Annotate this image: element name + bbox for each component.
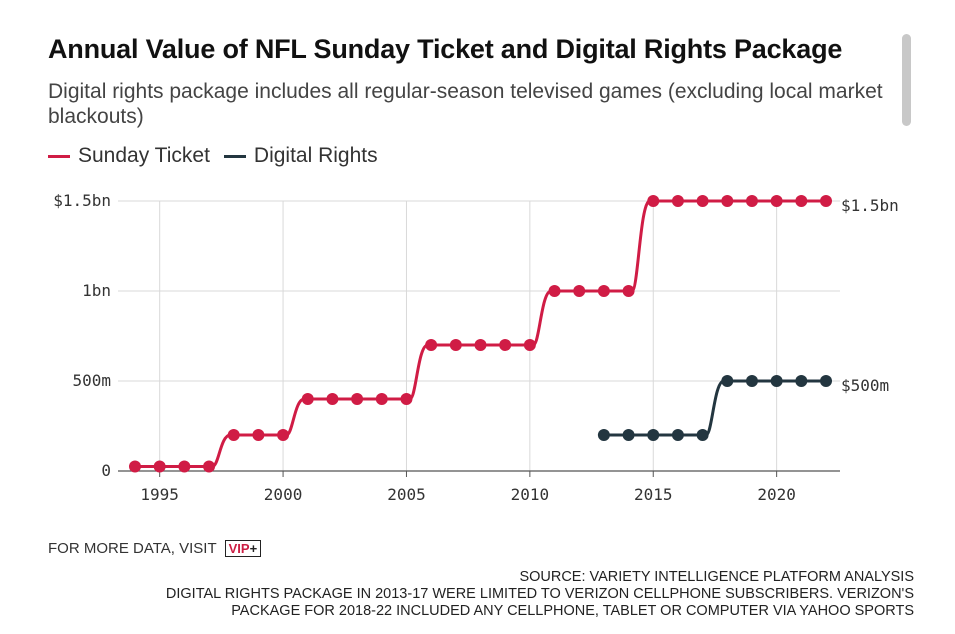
source-note: SOURCE: VARIETY INTELLIGENCE PLATFORM AN… (166, 569, 914, 620)
data-point-digital-rights (795, 375, 808, 387)
data-point-sunday-ticket (400, 393, 413, 405)
data-point-sunday-ticket (178, 460, 191, 473)
data-point-sunday-ticket (597, 285, 610, 297)
data-point-digital-rights (622, 429, 635, 441)
data-point-sunday-ticket (277, 429, 290, 441)
data-point-sunday-ticket (252, 429, 265, 441)
series-line-sunday-ticket (135, 199, 826, 468)
data-point-digital-rights (671, 429, 684, 441)
end-label-digital-rights: $500m (841, 376, 889, 395)
more-data-note: FOR MORE DATA, VISIT VIP+ (48, 540, 262, 557)
data-point-digital-rights (647, 429, 660, 441)
legend-label-digital-rights: Digital Rights (253, 144, 378, 167)
data-point-sunday-ticket (721, 195, 734, 207)
data-point-sunday-ticket (227, 429, 240, 441)
legend-item-sunday-ticket: Sunday Ticket (48, 144, 210, 168)
data-point-digital-rights (770, 375, 783, 387)
y-tick-label: 500m (72, 371, 111, 390)
data-point-sunday-ticket (326, 393, 339, 405)
data-point-sunday-ticket (129, 460, 141, 473)
data-point-sunday-ticket (301, 393, 314, 405)
source-line: DIGITAL RIGHTS PACKAGE IN 2013-17 WERE L… (165, 586, 914, 602)
y-tick-label: 1bn (82, 281, 111, 300)
series-line-digital-rights (603, 379, 826, 437)
data-point-sunday-ticket (425, 339, 438, 351)
data-point-sunday-ticket (770, 195, 783, 207)
x-tick-label: 2005 (387, 485, 426, 504)
data-point-sunday-ticket (153, 460, 166, 473)
chart-subtitle: Digital rights package includes all regu… (48, 80, 883, 128)
chart-series (129, 195, 832, 473)
data-point-sunday-ticket (745, 195, 758, 207)
y-tick-label: 0 (101, 461, 111, 480)
x-tick-label: 1995 (140, 485, 179, 504)
data-point-sunday-ticket (474, 339, 487, 351)
data-point-digital-rights (721, 375, 734, 387)
x-tick-label: 2010 (511, 485, 550, 504)
y-tick-label: $1.5bn (53, 191, 111, 210)
vip-text: VIP (228, 541, 250, 556)
vip-link[interactable]: VIP+ (224, 540, 262, 557)
legend: Sunday Ticket Digital Rights (48, 144, 392, 168)
data-point-sunday-ticket (820, 195, 832, 207)
data-point-sunday-ticket (523, 339, 536, 351)
data-point-sunday-ticket (449, 339, 462, 351)
data-point-digital-rights (696, 429, 709, 441)
data-point-sunday-ticket (647, 195, 660, 207)
vip-plus: + (249, 541, 258, 556)
data-point-sunday-ticket (499, 339, 512, 351)
end-label-sunday-ticket: $1.5bn (841, 196, 899, 215)
chart-title: Annual Value of NFL Sunday Ticket and Di… (48, 34, 843, 64)
legend-swatch-digital-rights (223, 154, 246, 158)
data-point-sunday-ticket (622, 285, 635, 297)
x-tick-label: 2015 (634, 485, 673, 504)
source-line: SOURCE: VARIETY INTELLIGENCE PLATFORM AN… (519, 569, 914, 585)
chart-grid (118, 200, 840, 471)
data-point-sunday-ticket (203, 460, 216, 473)
legend-swatch-sunday-ticket (48, 154, 70, 158)
data-point-sunday-ticket (573, 285, 586, 297)
data-point-sunday-ticket (795, 195, 808, 207)
data-point-digital-rights (820, 375, 832, 387)
more-data-text: FOR MORE DATA, VISIT (48, 540, 217, 557)
scrollbar[interactable] (902, 34, 911, 126)
data-point-sunday-ticket (548, 285, 561, 297)
legend-item-digital-rights: Digital Rights (223, 144, 378, 168)
legend-label-sunday-ticket: Sunday Ticket (78, 144, 210, 167)
data-point-sunday-ticket (671, 195, 684, 207)
source-line: PACKAGE FOR 2018-22 INCLUDED ANY CELLPHO… (231, 603, 914, 619)
chart-axes: 0 500m 1bn $1.5bn 1995 2000 2005 2010 2015 2020 (53, 191, 840, 504)
chart-end-labels: $1.5bn $500m (841, 196, 899, 395)
data-point-sunday-ticket (696, 195, 709, 207)
x-tick-label: 2000 (264, 485, 303, 504)
x-tick-label: 2020 (757, 485, 796, 504)
data-point-digital-rights (745, 375, 758, 387)
data-point-sunday-ticket (375, 393, 388, 405)
data-point-sunday-ticket (351, 393, 364, 405)
data-point-digital-rights (597, 429, 610, 441)
